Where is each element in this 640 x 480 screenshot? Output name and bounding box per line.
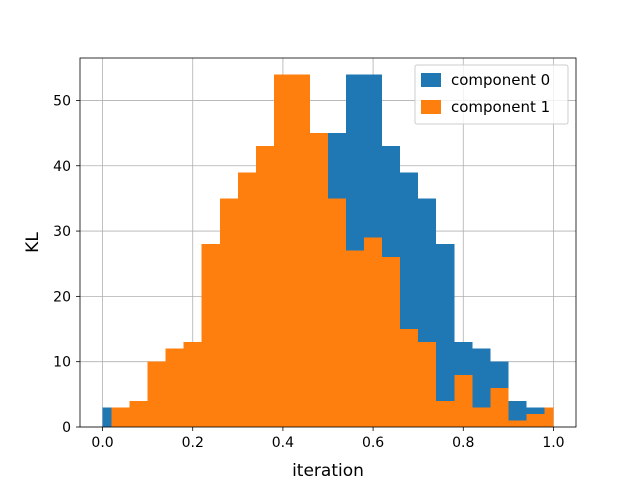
x-tick-label: 0.0: [91, 435, 113, 451]
histogram-bar-component-0: [436, 244, 455, 427]
histogram-bar-component-1: [472, 407, 491, 427]
histogram-bar-component-1: [436, 400, 455, 427]
axis-ticks: 0.0 0.2 0.4 0.6 0.8 1.0 0 10 20 30 40 50: [53, 93, 564, 451]
histogram-bar-component-1: [382, 257, 401, 427]
histogram-bar-component-0: [102, 407, 112, 427]
y-tick-label: 20: [53, 289, 71, 305]
legend-swatch-component-0: [421, 73, 441, 87]
x-tick-label: 0.2: [182, 435, 204, 451]
histogram-bar-component-1: [273, 74, 310, 428]
histogram-bar-component-1: [237, 172, 256, 427]
histogram-bar-component-1: [219, 198, 238, 427]
histogram-bar-component-1: [328, 198, 347, 427]
legend-box: [414, 64, 569, 125]
histogram-bar-component-1: [201, 244, 220, 427]
histogram-bar-component-1: [400, 329, 419, 427]
histogram-bar-component-1: [309, 133, 328, 427]
y-tick-label: 10: [53, 355, 71, 371]
histogram-bar-component-1: [454, 374, 473, 427]
x-tick-label: 0.4: [272, 435, 294, 451]
histogram-bar-component-1: [147, 361, 166, 427]
histogram-bar-component-1: [508, 420, 527, 427]
legend-swatch-component-1: [421, 100, 441, 114]
plot-frame: [79, 57, 577, 428]
x-tick-label: 0.6: [362, 435, 384, 451]
histogram-bar-component-1: [544, 407, 554, 427]
histogram-bar-component-1: [346, 250, 365, 427]
histogram-bar-component-1: [526, 413, 545, 427]
histogram-bar-component-1: [255, 146, 274, 427]
histogram-bar-component-1: [490, 387, 509, 427]
x-tick-label: 0.8: [452, 435, 474, 451]
y-axis-label: KL: [23, 232, 43, 253]
histogram-bar-component-1: [165, 348, 184, 427]
histogram-bar-component-1: [418, 342, 437, 427]
histogram-bar-component-1: [364, 237, 383, 427]
y-tick-label: 50: [53, 93, 71, 109]
y-tick-label: 0: [62, 420, 71, 436]
legend-label-component-0: component 0: [451, 71, 550, 89]
histogram-bar-component-1: [129, 400, 148, 427]
legend: component 0 component 1: [414, 64, 569, 125]
bars: [102, 74, 554, 428]
legend-label-component-1: component 1: [451, 98, 550, 116]
y-tick-label: 40: [53, 159, 71, 175]
histogram-bar-component-1: [111, 407, 130, 427]
histogram-bar-component-1: [183, 342, 202, 427]
y-tick-label: 30: [53, 224, 71, 240]
x-tick-label: 1.0: [542, 435, 564, 451]
x-axis-label: iteration: [292, 461, 364, 480]
